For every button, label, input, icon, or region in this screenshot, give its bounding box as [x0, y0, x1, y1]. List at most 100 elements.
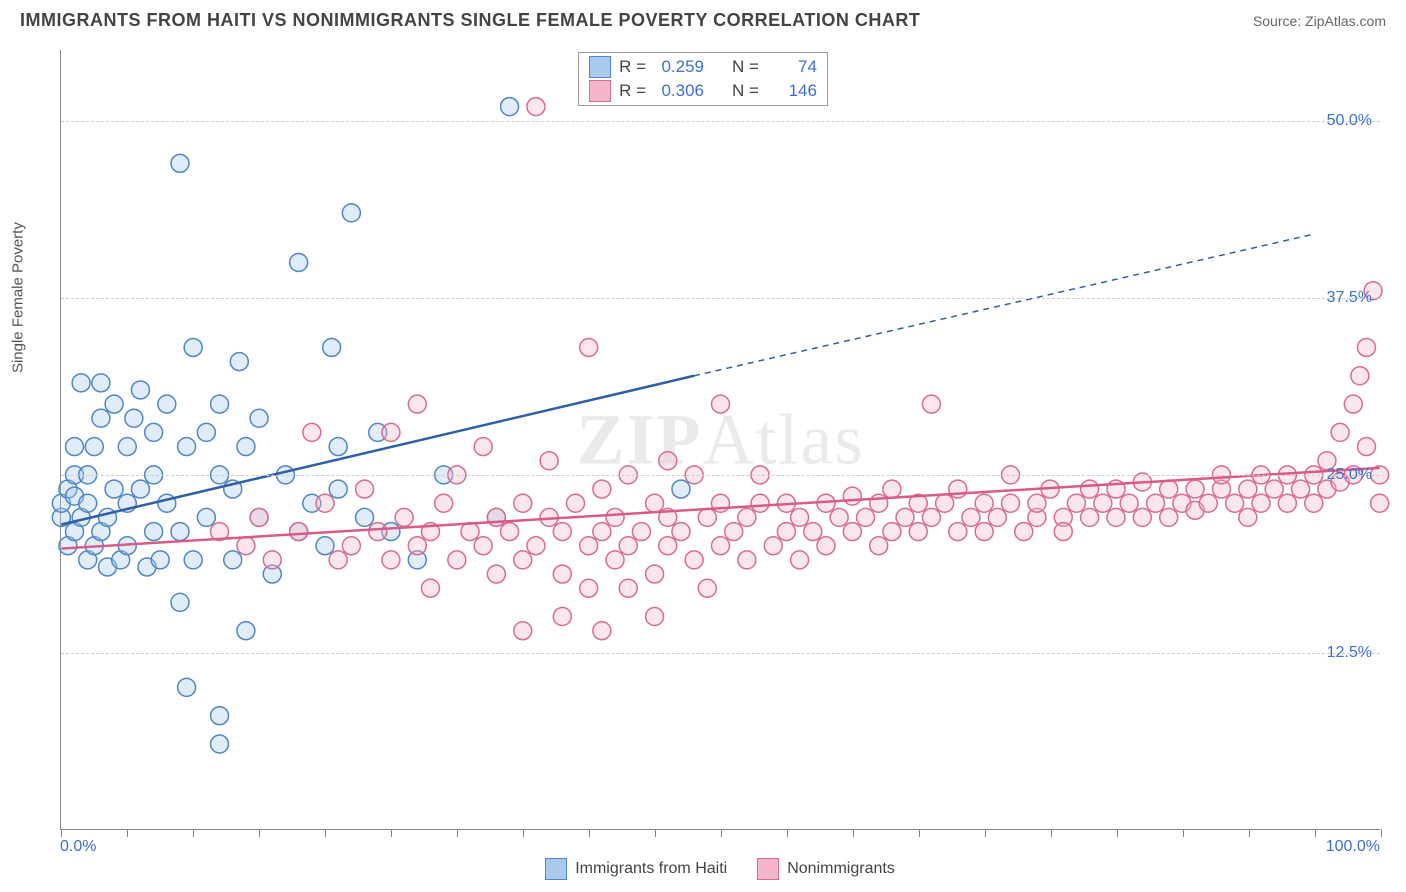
scatter-point	[211, 707, 229, 725]
scatter-point	[184, 551, 202, 569]
legend-row-nonimmigrants: R = 0.306 N = 146	[585, 79, 821, 103]
scatter-point	[323, 338, 341, 356]
x-tick	[259, 829, 260, 837]
scatter-point	[1028, 494, 1046, 512]
scatter-point	[501, 98, 519, 116]
swatch-haiti-icon	[545, 858, 567, 880]
scatter-point	[369, 523, 387, 541]
scatter-point	[158, 395, 176, 413]
scatter-point	[1331, 423, 1349, 441]
scatter-point	[1344, 395, 1362, 413]
scatter-point	[1278, 494, 1296, 512]
y-tick-label: 25.0%	[1327, 466, 1372, 484]
n-label: N =	[732, 57, 759, 77]
scatter-point	[672, 480, 690, 498]
scatter-point	[566, 494, 584, 512]
y-tick-label: 12.5%	[1327, 644, 1372, 662]
scatter-point	[1292, 480, 1310, 498]
scatter-point	[125, 409, 143, 427]
scatter-point	[606, 508, 624, 526]
scatter-point	[1081, 480, 1099, 498]
scatter-point	[1357, 338, 1375, 356]
grid-line	[61, 298, 1380, 299]
scatter-point	[342, 537, 360, 555]
scatter-point	[1239, 508, 1257, 526]
scatter-point	[290, 523, 308, 541]
scatter-point	[171, 154, 189, 172]
scatter-point	[171, 523, 189, 541]
scatter-point	[474, 537, 492, 555]
scatter-point	[843, 487, 861, 505]
chart-svg	[61, 50, 1380, 829]
scatter-point	[408, 537, 426, 555]
scatter-point	[949, 480, 967, 498]
scatter-point	[698, 579, 716, 597]
scatter-point	[975, 523, 993, 541]
scatter-point	[329, 551, 347, 569]
x-tick	[1381, 829, 1382, 837]
scatter-point	[250, 409, 268, 427]
scatter-point	[408, 395, 426, 413]
n-value-haiti: 74	[767, 57, 817, 77]
scatter-point	[448, 551, 466, 569]
x-tick	[853, 829, 854, 837]
scatter-point	[896, 508, 914, 526]
scatter-point	[501, 523, 519, 541]
scatter-point	[988, 508, 1006, 526]
scatter-point	[1147, 494, 1165, 512]
scatter-point	[316, 537, 334, 555]
x-axis-labels: 0.0% 100.0%	[60, 838, 1380, 856]
scatter-point	[738, 551, 756, 569]
x-tick	[523, 829, 524, 837]
scatter-point	[817, 537, 835, 555]
plot-area: ZIPAtlas 12.5%25.0%37.5%50.0%	[60, 50, 1380, 830]
x-tick	[127, 829, 128, 837]
scatter-point	[1252, 494, 1270, 512]
swatch-nonimmigrants-icon	[757, 858, 779, 880]
scatter-point	[1265, 480, 1283, 498]
scatter-point	[487, 565, 505, 583]
scatter-point	[791, 508, 809, 526]
scatter-point	[342, 204, 360, 222]
scatter-point	[606, 551, 624, 569]
scatter-point	[698, 508, 716, 526]
scatter-point	[527, 98, 545, 116]
title-bar: IMMIGRANTS FROM HAITI VS NONIMMIGRANTS S…	[20, 10, 1386, 31]
scatter-point	[66, 438, 84, 456]
r-label: R =	[619, 81, 646, 101]
scatter-point	[237, 622, 255, 640]
scatter-point	[1371, 494, 1389, 512]
n-value-nonimmigrants: 146	[767, 81, 817, 101]
scatter-point	[356, 508, 374, 526]
scatter-point	[79, 494, 97, 512]
scatter-point	[764, 537, 782, 555]
scatter-point	[85, 438, 103, 456]
scatter-point	[593, 523, 611, 541]
scatter-point	[1239, 480, 1257, 498]
y-tick-label: 50.0%	[1327, 112, 1372, 130]
x-tick	[721, 829, 722, 837]
source-value: ZipAtlas.com	[1305, 13, 1386, 29]
scatter-point	[1160, 480, 1178, 498]
scatter-point	[1199, 494, 1217, 512]
scatter-point	[593, 622, 611, 640]
scatter-point	[382, 551, 400, 569]
scatter-point	[580, 537, 598, 555]
scatter-point	[738, 508, 756, 526]
scatter-point	[514, 622, 532, 640]
scatter-point	[263, 551, 281, 569]
x-tick-label-start: 0.0%	[60, 838, 96, 856]
scatter-point	[672, 523, 690, 541]
scatter-point	[92, 374, 110, 392]
scatter-point	[184, 338, 202, 356]
scatter-point	[1094, 494, 1112, 512]
scatter-point	[329, 438, 347, 456]
scatter-point	[118, 438, 136, 456]
r-label: R =	[619, 57, 646, 77]
legend-item-haiti: Immigrants from Haiti	[545, 858, 727, 880]
scatter-point	[540, 452, 558, 470]
scatter-point	[224, 551, 242, 569]
scatter-point	[421, 579, 439, 597]
scatter-point	[712, 537, 730, 555]
scatter-point	[1186, 480, 1204, 498]
